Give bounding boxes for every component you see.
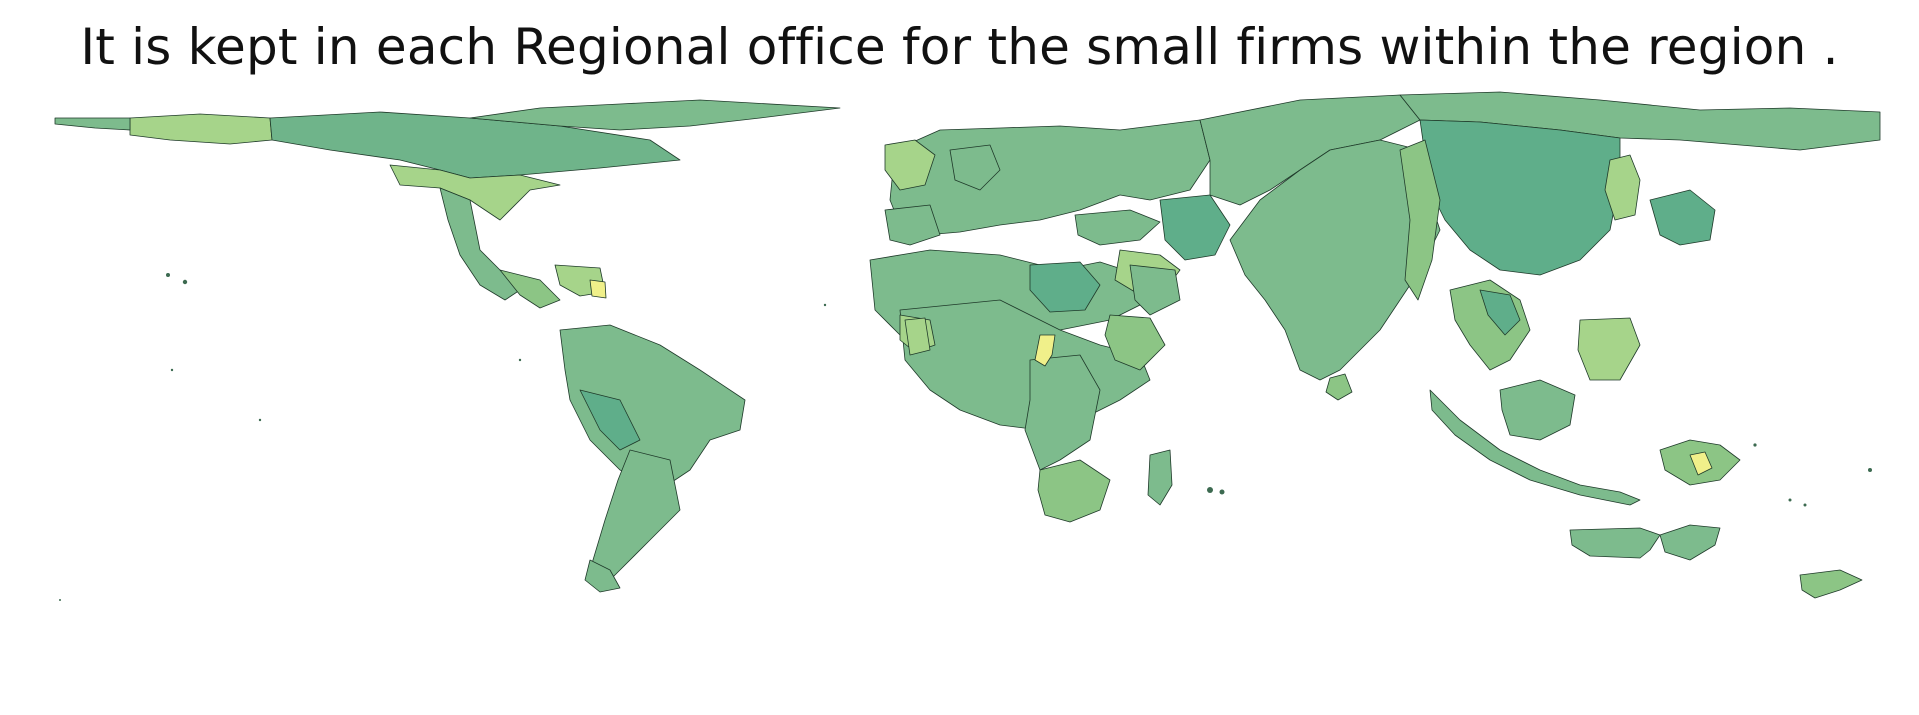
region-caribbean-yellow (589, 279, 607, 299)
region-western-strip (54, 117, 131, 131)
region-south-africa (1037, 459, 1111, 523)
region-west-africa-2 (904, 317, 931, 356)
region-madagascar (1147, 449, 1173, 506)
region-iran (1159, 194, 1231, 261)
region-sri-lanka (1325, 373, 1353, 401)
region-usa (389, 164, 561, 221)
region-patagonia (584, 559, 621, 593)
region-iberia (884, 204, 941, 246)
region-mainland-sea (1479, 289, 1521, 336)
region-australia-east (1659, 524, 1721, 561)
region-turkey (1074, 209, 1161, 246)
region-central-africa (1024, 354, 1101, 471)
region-new-zealand (1799, 569, 1863, 599)
region-korea (1604, 154, 1641, 221)
region-egypt (1029, 261, 1101, 313)
region-central-america (499, 269, 561, 309)
region-philippines (1577, 317, 1641, 381)
region-iceland (884, 139, 936, 191)
region-indonesia-arc (1429, 389, 1641, 506)
region-borneo (1499, 379, 1576, 441)
map-title: It is kept in each Regional office for t… (80, 18, 1839, 76)
region-mexico (439, 187, 521, 301)
region-horn-of-africa (1104, 314, 1166, 371)
region-alaska (129, 113, 273, 145)
region-japan (1649, 189, 1716, 246)
landmasses (54, 91, 1881, 599)
region-china (1419, 119, 1621, 276)
region-southern-cone (589, 449, 681, 586)
region-brazil-west (579, 389, 641, 451)
region-arabia (1129, 264, 1181, 316)
region-africa-yellow (1034, 334, 1056, 367)
region-tibet-band (1399, 139, 1441, 301)
region-south-america-north (559, 324, 746, 491)
region-pacific-yellow (1689, 451, 1713, 476)
small-islands (59, 273, 1872, 601)
region-australia-west (1569, 527, 1661, 559)
region-scandinavia (949, 144, 1001, 191)
region-arctic-islands (469, 99, 841, 131)
region-india (1229, 139, 1441, 381)
